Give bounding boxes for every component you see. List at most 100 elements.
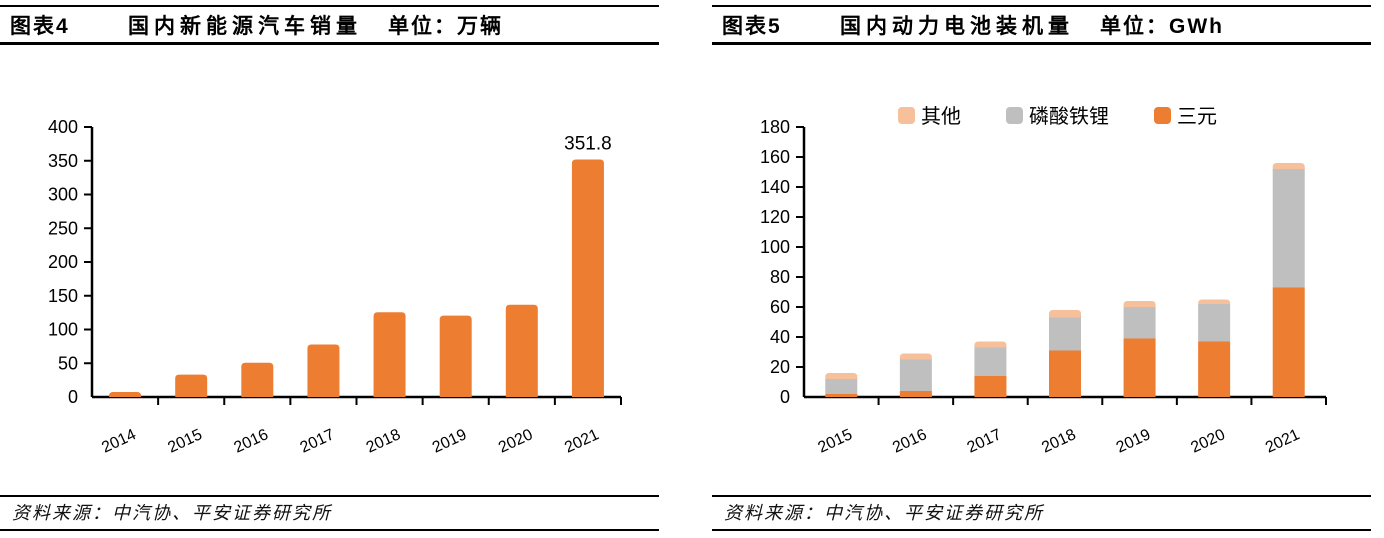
bar-2016 — [241, 362, 274, 397]
y-tick-label: 100 — [48, 320, 78, 340]
bar-2017-segment-2 — [974, 341, 1007, 348]
figure-unit: 单位：万辆 — [388, 15, 503, 38]
x-ticks — [877, 397, 1327, 405]
source-note: 资料来源：中汽协、平安证券研究所 — [12, 503, 332, 523]
x-tick-label: 2016 — [232, 426, 272, 456]
divider — [712, 5, 1371, 7]
figure-title: 国内动力电池装机量 — [840, 15, 1074, 38]
figure-title-row: 图表4 国内新能源汽车销量 单位：万辆 — [0, 8, 659, 42]
y-tick-label: 60 — [770, 297, 790, 317]
bar-2018-segment-1 — [1049, 317, 1081, 351]
y-tick-label: 160 — [760, 147, 790, 167]
figure-label: 图表5 — [722, 15, 782, 38]
x-tick-label: 2015 — [816, 426, 856, 456]
y-tick-label: 80 — [770, 267, 790, 287]
y-tick-label: 120 — [760, 207, 790, 227]
bar-2019-segment-1 — [1123, 307, 1156, 339]
bar-2018 — [373, 312, 406, 397]
source-note: 资料来源：中汽协、平安证券研究所 — [724, 503, 1044, 523]
bar-2021-segment-2 — [1272, 163, 1305, 169]
x-tick-label: 2016 — [890, 426, 930, 456]
legend-label-1: 磷酸铁锂 — [1029, 105, 1109, 128]
y-tick-label: 400 — [48, 117, 78, 137]
axes — [90, 127, 621, 399]
x-tick-label: 2020 — [1188, 426, 1228, 456]
x-tick-label: 2020 — [496, 426, 536, 456]
bar-2017 — [307, 344, 340, 397]
bar-2019-segment-0 — [1123, 338, 1156, 397]
bar-2021-segment-1 — [1272, 169, 1305, 288]
bar-2019-segment-2 — [1123, 301, 1156, 307]
bar-2015 — [175, 374, 208, 397]
legend-swatch-0 — [898, 107, 915, 124]
divider — [0, 42, 659, 45]
legend-swatch-2 — [1154, 107, 1171, 124]
x-tick-label: 2017 — [298, 426, 338, 456]
y-tick-label: 20 — [770, 357, 790, 377]
divider — [712, 529, 1371, 531]
x-tick-label: 2017 — [965, 426, 1005, 456]
battery-install-stacked-bar-chart: 0 20 40 60 80 100 120 140 160 180 2015 2016 2017 2018… — [760, 105, 1327, 457]
bar-2016-segment-1 — [899, 359, 932, 391]
x-ticks — [157, 397, 622, 405]
bar-2020-segment-0 — [1198, 341, 1231, 397]
legend: 其他 磷酸铁锂 三元 — [898, 105, 1217, 128]
figure-panel-4: 图表4 国内新能源汽车销量 单位：万辆 0 50 100 150 200 250 300 35… — [0, 0, 659, 538]
bar-2018-segment-2 — [1049, 310, 1081, 318]
bar-2020 — [505, 304, 538, 397]
bar-2021-segment-0 — [1272, 287, 1305, 397]
x-tick-label: 2015 — [165, 426, 205, 456]
y-tick-label: 0 — [780, 387, 790, 407]
y-tick-label: 300 — [48, 185, 78, 205]
bar-2019 — [439, 315, 472, 397]
bars — [109, 159, 604, 397]
bar-2016-segment-2 — [899, 353, 932, 360]
bar-2017-segment-0 — [974, 376, 1007, 397]
y-tick-label: 350 — [48, 151, 78, 171]
figure-unit: 单位：GWh — [1100, 15, 1224, 38]
y-tick-label: 140 — [760, 177, 790, 197]
figure-label: 图表4 — [10, 15, 70, 38]
bar-2020-segment-2 — [1198, 299, 1231, 304]
figure-title-row: 图表5 国内动力电池装机量 单位：GWh — [712, 8, 1371, 42]
bar-2014 — [109, 391, 142, 397]
y-tick-label: 180 — [760, 117, 790, 137]
figure-title: 国内新能源汽车销量 — [128, 15, 362, 38]
bar-2015-segment-2 — [825, 373, 858, 379]
legend-label-2: 三元 — [1177, 106, 1217, 128]
x-tick-label: 2021 — [562, 426, 602, 456]
x-tick-label: 2018 — [364, 426, 404, 456]
y-tick-label: 150 — [48, 286, 78, 306]
x-tick-label: 2021 — [1263, 426, 1303, 456]
y-tick-label: 50 — [58, 353, 78, 373]
y-tick-label: 100 — [760, 237, 790, 257]
x-tick-label: 2014 — [99, 426, 139, 456]
y-tick-label: 40 — [770, 327, 790, 347]
figure-panel-5: 图表5 国内动力电池装机量 单位：GWh 0 20 40 60 80 100 120 140 1… — [712, 0, 1371, 538]
divider — [712, 495, 1371, 497]
bar-2020-segment-1 — [1198, 304, 1231, 342]
bar-2017-segment-1 — [974, 347, 1007, 376]
divider — [0, 5, 659, 7]
y-tick-label: 250 — [48, 218, 78, 238]
divider — [0, 495, 659, 497]
y-tick-label: 0 — [68, 387, 78, 407]
legend-label-0: 其他 — [921, 105, 961, 128]
legend-swatch-1 — [1006, 107, 1023, 124]
y-tick-label: 200 — [48, 252, 78, 272]
divider — [0, 529, 659, 531]
x-tick-label: 2019 — [1114, 426, 1154, 456]
x-tick-label: 2018 — [1039, 426, 1079, 456]
y-tick-labels: 0 20 40 60 80 100 120 140 160 180 — [760, 117, 804, 407]
bar-2016-segment-0 — [899, 391, 932, 397]
nev-sales-bar-chart: 0 50 100 150 200 250 300 350 400 2014 2015 2016 2017… — [48, 117, 622, 457]
bar-value-label: 351.8 — [564, 134, 612, 155]
y-tick-labels: 0 50 100 150 200 250 300 350 400 — [48, 117, 92, 407]
bar-2021 — [571, 159, 604, 397]
x-tick-label: 2019 — [430, 426, 470, 456]
divider — [712, 42, 1371, 45]
bar-2018-segment-0 — [1049, 350, 1081, 397]
bar-2015-segment-1 — [825, 379, 858, 394]
bar-2015-segment-0 — [825, 394, 858, 397]
